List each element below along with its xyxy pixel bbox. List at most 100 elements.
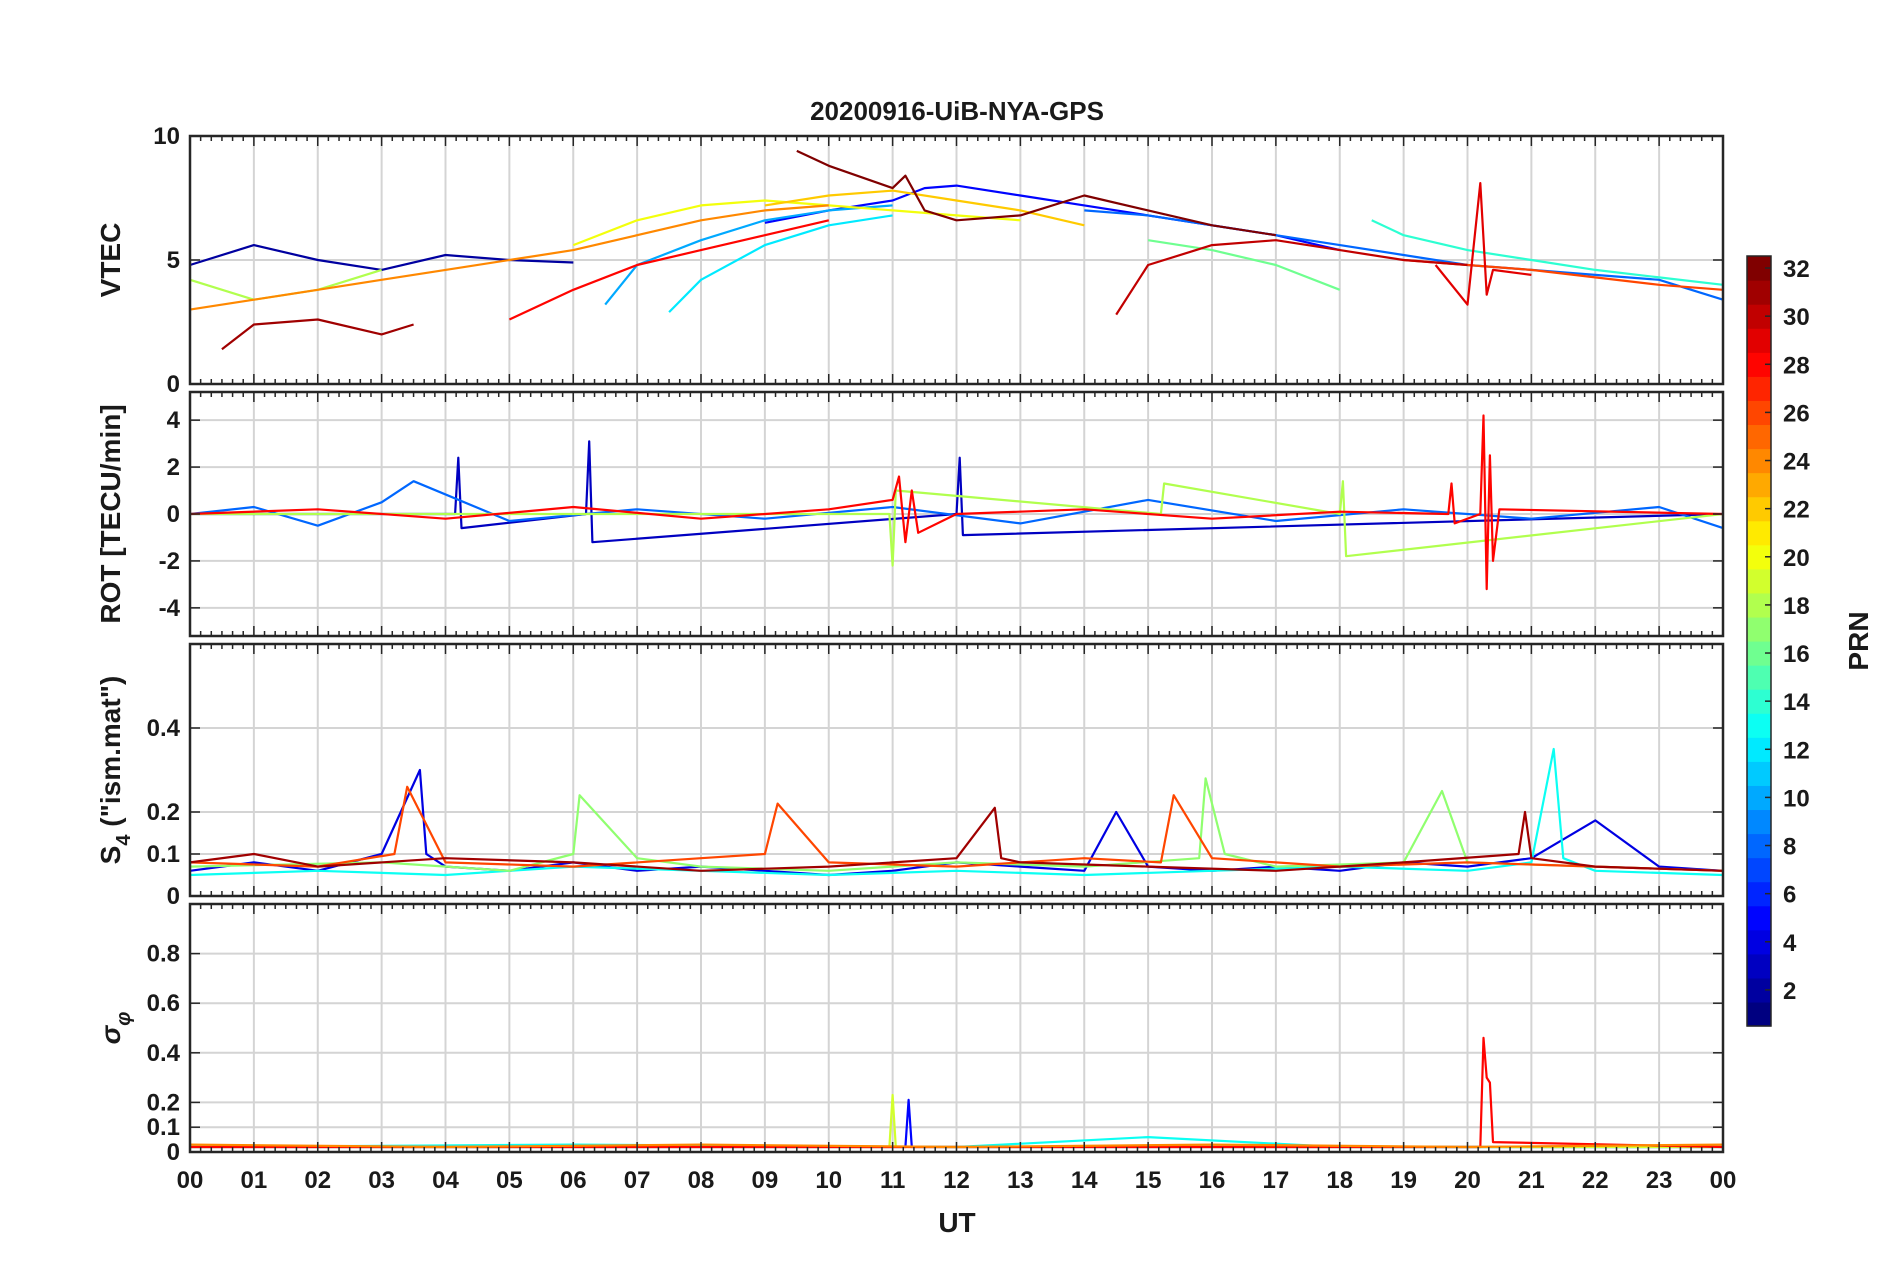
x-tick-label: 07 (624, 1167, 651, 1194)
colorbar-segment-prn-31 (1747, 280, 1771, 305)
x-tick-label: 20 (1454, 1167, 1481, 1194)
series-line-prn-24 (189, 204, 829, 311)
series-line-prn-3 (190, 440, 1724, 544)
colorbar-tick-label: 20 (1783, 545, 1810, 572)
colorbar-segment-prn-19 (1747, 568, 1771, 594)
y-tick-label: 0 (167, 371, 180, 398)
x-tick-label: 01 (241, 1167, 268, 1194)
colorbar-segment-prn-27 (1747, 376, 1771, 401)
series-line-prn-16 (1147, 239, 1341, 291)
colorbar-tick-label: 18 (1783, 593, 1810, 620)
x-tick-label: 00 (177, 1167, 204, 1194)
y-tick-label: 0.1 (147, 841, 180, 868)
y-tick-label: 0.4 (147, 715, 181, 742)
series-line-prn-10 (604, 204, 893, 306)
x-tick-label: 08 (688, 1167, 715, 1194)
x-tick-label: 14 (1071, 1167, 1098, 1194)
x-tick-label: 12 (943, 1167, 970, 1194)
colorbar-label: PRN (1843, 611, 1874, 670)
panel-3: 0 0.1 0.2 0.4 S4 ("ism.mat") (95, 642, 1725, 910)
colorbar-tick-label: 10 (1783, 785, 1810, 812)
colorbar-segment-prn-23 (1747, 472, 1771, 498)
panel-1: 0 5 10 VTEC (95, 123, 1725, 398)
y-tick-label: 0 (167, 501, 180, 528)
colorbar-tick-label: 14 (1783, 689, 1810, 716)
y-tick-label: 0 (167, 1139, 180, 1166)
colorbar-segment-prn-15 (1747, 665, 1771, 690)
colorbar-segment-prn-5 (1747, 905, 1771, 931)
x-tick-label: 11 (880, 1167, 905, 1194)
y-tick-label: -4 (159, 595, 181, 622)
y-tick-label: 0.8 (147, 941, 180, 968)
series-line-prn-31 (189, 806, 1724, 872)
x-tick-label: 02 (304, 1167, 331, 1194)
series-line-prn-14 (1371, 219, 1724, 286)
colorbar-tick-label: 2 (1783, 978, 1796, 1005)
series-line-prn-20 (572, 199, 1021, 247)
axes-frame (188, 390, 1725, 638)
colorbar-segment-prn-13 (1747, 713, 1771, 738)
axes-frame (188, 902, 1725, 1154)
y-tick-label: 4 (167, 407, 181, 434)
x-tick-label: 16 (1199, 1167, 1226, 1194)
x-tick-label: 09 (752, 1167, 779, 1194)
panel-4: 00.10.2 0.4 0.6 0.8 σφ 00 01 02 03 04 05 06 07 08 09 10… (95, 902, 1737, 1194)
x-tick-label: 00 (1710, 1167, 1737, 1194)
y-tick-label: 0.4 (147, 1040, 181, 1067)
x-tick-label: 21 (1518, 1167, 1545, 1194)
y-axis-label: ROT [TECU/min] (95, 404, 126, 623)
colorbar-segment-prn-29 (1747, 328, 1771, 353)
colorbar-tick-label: 30 (1783, 304, 1810, 331)
y-tick-label: 0.2 (147, 799, 180, 826)
y-tick-label: 0.6 (147, 990, 180, 1017)
series-line-prn-17 (189, 777, 1724, 872)
panel-2: -4 -2 0 2 4 ROT [TECU/min] (95, 390, 1725, 638)
x-tick-label: 04 (432, 1167, 459, 1194)
axes-frame (188, 134, 1725, 386)
colorbar-segment-prn-7 (1747, 857, 1771, 883)
series-line-prn-28 (508, 219, 830, 321)
series-line-prn-30 (1115, 239, 1468, 316)
colorbar-tick-label: 16 (1783, 641, 1810, 668)
x-tick-label: 17 (1263, 1167, 1290, 1194)
colorbar-tick-label: 12 (1783, 737, 1810, 764)
series-line-prn-32 (796, 149, 1277, 237)
colorbar-tick-label: 22 (1783, 497, 1810, 524)
colorbar-segment-prn-11 (1747, 761, 1771, 786)
colorbar-tick-label: 8 (1783, 834, 1796, 861)
series-line-prn-31 (221, 318, 414, 351)
y-tick-label: 0 (167, 883, 180, 910)
y-tick-label: 10 (153, 123, 180, 150)
x-tick-label: 03 (368, 1167, 395, 1194)
colorbar-segment-prn-9 (1747, 809, 1771, 835)
colorbar-tick-label: 28 (1783, 352, 1810, 379)
x-tick-label: 10 (815, 1167, 842, 1194)
x-tick-label: 05 (496, 1167, 523, 1194)
y-tick-label: 0.2 (147, 1089, 180, 1116)
colorbar-segment-prn-1 (1747, 1001, 1771, 1027)
x-tick-label: 15 (1135, 1167, 1162, 1194)
colorbar-tick-label: 26 (1783, 400, 1810, 427)
series-line-prn-18 (190, 480, 1724, 567)
y-tick-label: 0.1 (147, 1114, 180, 1141)
x-tick-label: 18 (1326, 1167, 1353, 1194)
x-tick-label: 13 (1007, 1167, 1034, 1194)
y-tick-label: 5 (167, 247, 180, 274)
y-axis-label: VTEC (95, 223, 126, 298)
x-tick-label: 19 (1390, 1167, 1417, 1194)
colorbar-tick-label: 32 (1783, 256, 1810, 283)
colorbar-tick-label: 24 (1783, 449, 1810, 476)
y-axis-label: S4 ("ism.mat") (95, 676, 135, 865)
x-axis-label: UT (938, 1207, 975, 1238)
colorbar-frame (1746, 255, 1772, 1027)
colorbar-segment-prn-17 (1747, 616, 1771, 642)
y-tick-label: 2 (167, 454, 180, 481)
series-line-prn-29 (1434, 182, 1532, 306)
x-tick-label: 06 (560, 1167, 587, 1194)
colorbar-segment-prn-3 (1747, 953, 1771, 979)
figure-title: 20200916-UiB-NYA-GPS (810, 96, 1104, 126)
y-axis-label: σφ (95, 1012, 135, 1045)
